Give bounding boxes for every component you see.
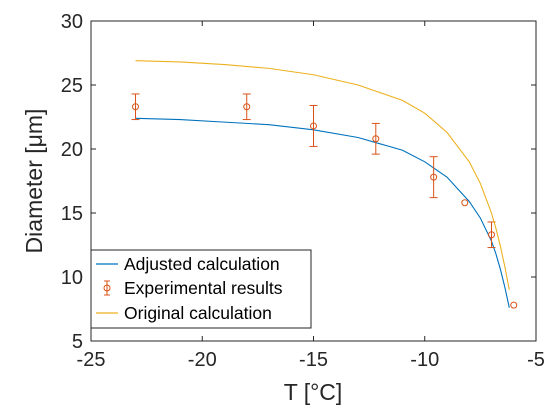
error-bar (242, 93, 251, 121)
series-layer (131, 60, 518, 309)
data-point (430, 173, 438, 181)
y-axis-label: Diameter [μm] (21, 109, 47, 254)
tick-marks (90, 20, 537, 342)
data-point (372, 135, 380, 143)
y-tick-label: 25 (61, 75, 83, 97)
x-tick-label: -10 (410, 349, 439, 371)
legend: Adjusted calculation Experimental results… (90, 249, 312, 329)
x-tick-label: -25 (77, 349, 106, 371)
legend-item: Adjusted calculation (96, 254, 280, 274)
x-axis-label: T [°C] (284, 379, 343, 405)
x-tick-label: -15 (299, 349, 328, 371)
data-point (488, 231, 495, 239)
legend-label: Experimental results (124, 278, 283, 298)
error-bar (371, 122, 380, 155)
series-line (135, 60, 510, 290)
legend-box (90, 249, 312, 329)
data-point (310, 122, 317, 130)
legend-item: Experimental results (103, 278, 283, 298)
y-tick-label: 5 (72, 331, 83, 353)
data-point (132, 103, 139, 111)
legend-item: Original calculation (96, 303, 272, 323)
legend-label: Adjusted calculation (124, 254, 280, 274)
data-point (510, 301, 518, 309)
series-1 (131, 93, 518, 309)
y-tick-label: 20 (61, 139, 83, 161)
x-tick-label: -5 (527, 349, 545, 371)
y-tick-label: 10 (61, 267, 83, 289)
legend-label: Original calculation (124, 303, 272, 323)
y-tick-label: 30 (61, 11, 83, 33)
tick-labels: -25 -20 -15 -10 -5 5 10 15 20 25 30 (61, 11, 545, 371)
data-point (243, 103, 251, 111)
error-bar (131, 93, 140, 121)
x-tick-label: -20 (188, 349, 217, 371)
error-bar (429, 156, 438, 199)
error-bar (309, 104, 318, 147)
series-0 (135, 117, 510, 308)
series-line (135, 117, 510, 308)
data-point (461, 199, 469, 207)
y-tick-label: 15 (61, 203, 83, 225)
series-2 (135, 60, 510, 290)
